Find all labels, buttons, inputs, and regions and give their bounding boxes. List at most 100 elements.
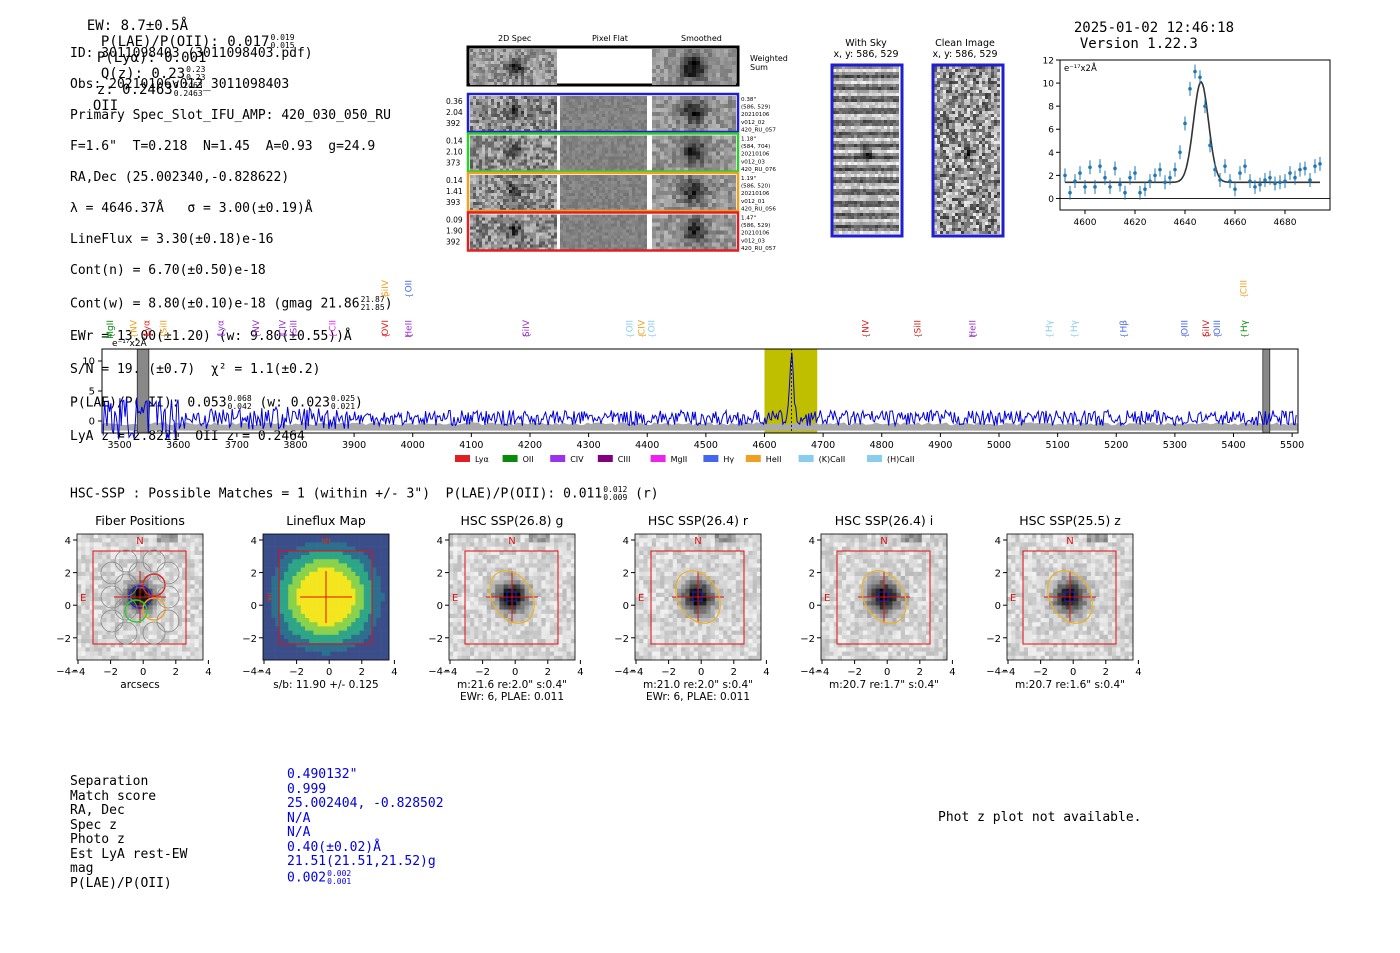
pixel <box>524 126 527 129</box>
pixel <box>470 123 473 126</box>
pixel <box>660 175 664 179</box>
pixel <box>614 208 617 211</box>
pixel <box>692 226 696 231</box>
pixel <box>605 123 608 126</box>
pixel <box>672 203 676 207</box>
pixel <box>656 112 660 116</box>
pixel <box>590 199 593 202</box>
pixel <box>563 105 566 108</box>
pixel <box>638 99 641 102</box>
pixel <box>836 192 839 195</box>
pixel <box>608 150 611 154</box>
pixel <box>491 49 494 52</box>
pixel <box>608 241 611 245</box>
pixel <box>872 165 875 168</box>
pixel <box>548 175 551 178</box>
pixel <box>656 195 660 199</box>
pixel <box>860 222 863 225</box>
pixel <box>676 69 680 73</box>
row-left-value: 0.36 <box>446 97 463 106</box>
pixel <box>563 214 566 218</box>
pixel <box>566 120 569 123</box>
pixel <box>548 138 551 142</box>
pixel <box>596 193 599 196</box>
pixel <box>488 184 491 187</box>
pixel <box>563 229 566 233</box>
pixel <box>605 187 608 190</box>
pixel <box>473 168 476 172</box>
pixel <box>629 165 632 169</box>
pixel <box>668 163 672 168</box>
pixel <box>684 112 688 116</box>
pixel <box>485 235 488 239</box>
pixel <box>503 232 506 236</box>
pixel <box>587 117 590 120</box>
pixel <box>728 61 732 65</box>
pixel <box>494 217 497 221</box>
pixel <box>485 49 488 52</box>
pixel <box>866 168 869 171</box>
pixel <box>470 64 473 67</box>
pixel <box>515 150 518 154</box>
pixel <box>542 217 545 221</box>
pixel <box>521 64 524 67</box>
pixel <box>470 61 473 64</box>
pixel <box>602 162 605 166</box>
pixel <box>664 128 668 132</box>
pixel <box>512 181 515 184</box>
pixel <box>539 114 542 117</box>
pixel <box>872 87 875 90</box>
pixel <box>688 175 692 179</box>
pixel <box>869 102 872 105</box>
pixel <box>554 156 557 160</box>
pixel <box>696 238 700 243</box>
pixel <box>536 82 539 85</box>
pixel <box>869 117 872 120</box>
pixel <box>485 96 488 99</box>
pixel <box>842 72 845 75</box>
pixel <box>500 82 503 85</box>
pixel <box>857 105 860 108</box>
pixel <box>512 232 515 236</box>
pixel <box>485 153 488 157</box>
pixel <box>680 104 684 108</box>
pixel <box>506 220 509 224</box>
pixel <box>500 178 503 181</box>
pixel <box>530 199 533 202</box>
pixel <box>560 135 563 139</box>
pixel <box>533 144 536 148</box>
pixel <box>545 217 548 221</box>
pixel <box>641 223 644 227</box>
pixel <box>626 126 629 129</box>
pixel <box>875 81 878 84</box>
pixel <box>638 184 641 187</box>
pixel <box>569 117 572 120</box>
pixel <box>620 190 623 193</box>
pixel <box>509 99 512 102</box>
pixel <box>524 141 527 145</box>
pixel <box>860 90 863 93</box>
pixel <box>842 120 845 123</box>
pixel <box>617 129 620 132</box>
pixel <box>569 199 572 202</box>
pixel <box>509 220 512 224</box>
pixel <box>569 153 572 157</box>
pixel <box>545 82 548 85</box>
pixel <box>476 238 479 242</box>
pixel <box>839 186 842 189</box>
pixel <box>554 153 557 157</box>
pixel <box>476 153 479 157</box>
pixel <box>629 120 632 123</box>
pixel <box>692 203 696 207</box>
pixel <box>515 99 518 102</box>
pixel <box>527 126 530 129</box>
pixel <box>602 105 605 108</box>
pixel <box>572 168 575 172</box>
pixel <box>605 105 608 108</box>
pixel <box>680 69 684 73</box>
pixel <box>554 79 557 82</box>
pixel <box>854 201 857 204</box>
pixel <box>479 129 482 132</box>
pixel <box>506 105 509 108</box>
pixel <box>866 126 869 129</box>
